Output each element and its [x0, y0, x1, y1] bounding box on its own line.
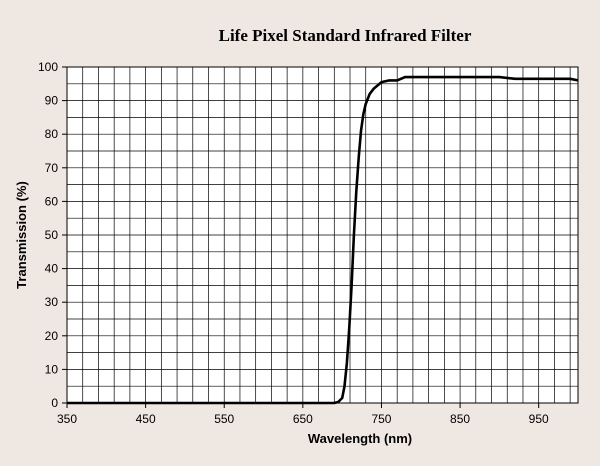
y-tick-label: 0	[51, 396, 58, 410]
grid	[67, 67, 578, 403]
y-tick-label: 100	[38, 60, 58, 74]
y-axis-label: Transmission (%)	[14, 181, 29, 289]
x-axis-ticks: 350 450 550 650 750 850 950	[57, 403, 549, 426]
x-tick-label: 550	[214, 412, 234, 426]
x-tick-label: 950	[529, 412, 549, 426]
x-axis-label: Wavelength (nm)	[308, 431, 412, 446]
x-tick-label: 350	[57, 412, 77, 426]
y-tick-label: 40	[45, 262, 59, 276]
x-tick-label: 650	[293, 412, 313, 426]
x-tick-label: 450	[136, 412, 156, 426]
x-tick-label: 750	[371, 412, 391, 426]
y-tick-label: 70	[45, 161, 59, 175]
y-tick-label: 90	[45, 94, 59, 108]
y-tick-label: 30	[45, 295, 59, 309]
y-tick-label: 50	[45, 228, 59, 242]
x-tick-label: 850	[450, 412, 470, 426]
chart-title: Life Pixel Standard Infrared Filter	[219, 26, 472, 45]
y-tick-label: 80	[45, 127, 59, 141]
y-tick-label: 20	[45, 329, 59, 343]
y-tick-label: 10	[45, 362, 59, 376]
y-tick-label: 60	[45, 194, 59, 208]
y-axis-ticks: 0 10 20 30 40 50 60 70 80 90 100	[38, 60, 67, 410]
series-line	[67, 75, 579, 405]
